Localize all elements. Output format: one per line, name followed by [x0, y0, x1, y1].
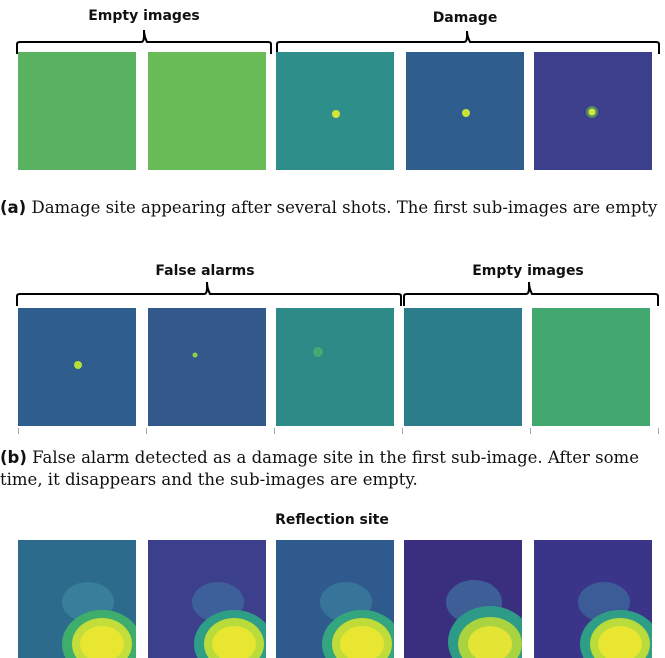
sub-image-b4: [404, 308, 522, 426]
brace-false-alarms: [16, 281, 402, 306]
caption-a-text: Damage site appearing after several shot…: [26, 198, 658, 217]
sub-image-c5: [534, 540, 652, 658]
sub-image-b2: [148, 308, 266, 426]
sub-image-c2: [148, 540, 266, 658]
sub-image-b5: [532, 308, 650, 426]
axis-tick: [658, 428, 659, 434]
sub-image-c1: [18, 540, 136, 658]
sub-image-b3: [276, 308, 394, 426]
caption-b-tag: (b): [0, 448, 27, 467]
sub-image-a1: [18, 52, 136, 170]
caption-a: (a) Damage site appearing after several …: [0, 197, 665, 219]
brace-damage: [276, 30, 660, 54]
sub-image-c3: [276, 540, 394, 658]
caption-b-text: False alarm detected as a damage site in…: [0, 448, 639, 489]
caption-a-tag: (a): [0, 198, 27, 217]
sub-image-c4: [404, 540, 522, 658]
caption-b: (b) False alarm detected as a damage sit…: [0, 447, 665, 491]
group-label-empty-images-a: Empty images: [88, 8, 200, 24]
sub-image-a4: [406, 52, 524, 170]
group-label-reflection-site: Reflection site: [275, 512, 389, 528]
sub-image-a2: [148, 52, 266, 170]
sub-image-a3: [276, 52, 394, 170]
axis-tick: [402, 428, 403, 434]
axis-tick: [274, 428, 275, 434]
axis-tick: [18, 428, 19, 434]
axis-tick: [530, 428, 531, 434]
axis-tick: [146, 428, 147, 434]
sub-image-a5: [534, 52, 652, 170]
group-label-damage: Damage: [432, 10, 498, 26]
brace-empty-images-b: [403, 281, 659, 306]
group-label-empty-images-b: Empty images: [472, 263, 584, 279]
sub-image-b1: [18, 308, 136, 426]
brace-empty-images-a: [16, 29, 272, 54]
group-label-false-alarms: False alarms: [155, 263, 255, 279]
